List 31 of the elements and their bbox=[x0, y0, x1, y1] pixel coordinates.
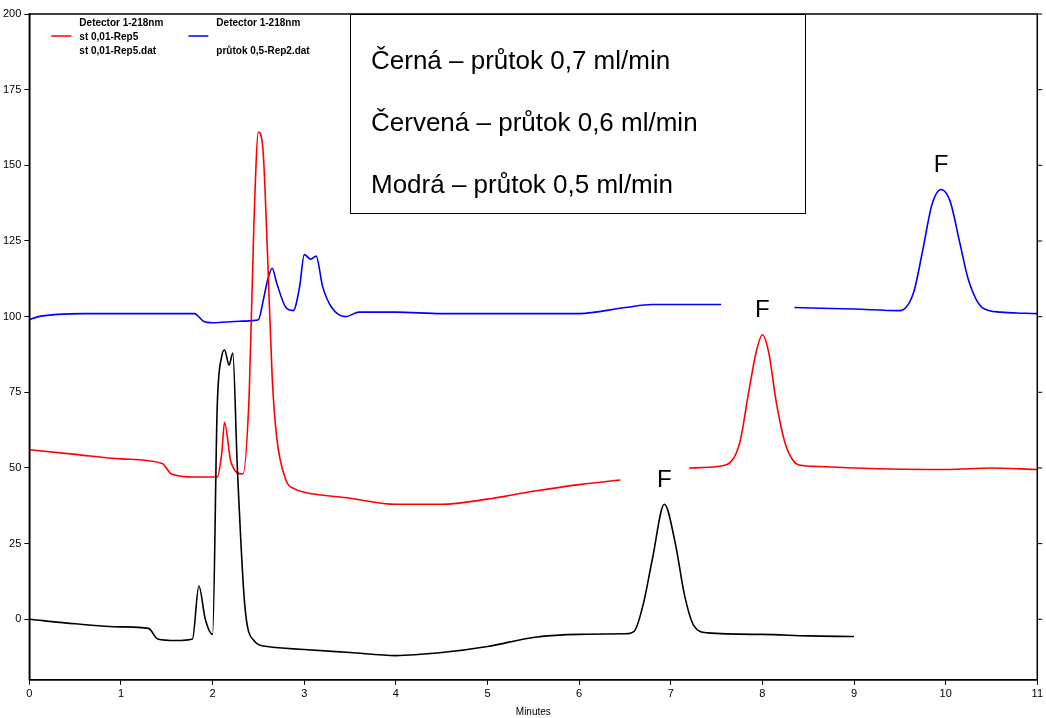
y-tick-label: 125 bbox=[2, 234, 22, 247]
x-tick-label: 7 bbox=[667, 687, 674, 700]
y-tick-label: 200 bbox=[2, 7, 22, 20]
y-tick-label: 75 bbox=[9, 385, 22, 398]
y-tick-label: 175 bbox=[2, 82, 22, 95]
note-box: Černá – průtok 0,7 ml/min Červená – průtok 0,6 ml/min Modrá – průtok 0,5 ml/min bbox=[350, 14, 806, 214]
y-tick-label: 0 bbox=[15, 612, 22, 625]
y-tick-label: 150 bbox=[2, 158, 22, 171]
y-tick-label: 50 bbox=[9, 460, 22, 473]
annotation: Modrá – průtok 0,5 ml/min bbox=[371, 168, 674, 201]
y-tick-label: 100 bbox=[2, 309, 22, 322]
x-tick-label: 9 bbox=[850, 687, 858, 700]
annotation: F bbox=[755, 295, 770, 323]
x-tick-label: 1 bbox=[117, 687, 125, 700]
text: Detector 1-218nm průtok 0,5-Rep2.dat bbox=[216, 16, 310, 56]
x-axis-title: Minutes bbox=[515, 705, 551, 717]
annotation: F bbox=[933, 150, 949, 178]
x-tick-label: 2 bbox=[209, 687, 216, 700]
x-tick-label: 0 bbox=[26, 687, 33, 700]
y-tick-label: 25 bbox=[9, 536, 22, 549]
x-tick-label: 11 bbox=[1031, 687, 1043, 700]
x-tick-label: 10 bbox=[939, 687, 952, 700]
annotation: F bbox=[657, 464, 672, 492]
x-tick-label: 3 bbox=[301, 687, 308, 700]
x-tick-label: 4 bbox=[392, 687, 399, 700]
x-tick-label: 6 bbox=[576, 687, 583, 700]
legend-label: Detector 1-218nm st 0,01-Rep5 st 0,01-Rep5.dat bbox=[79, 16, 164, 56]
annotation: Černá – průtok 0,7 ml/min bbox=[371, 44, 672, 77]
x-tick-label: 8 bbox=[759, 687, 766, 700]
annotation: Červená – průtok 0,6 ml/min bbox=[371, 106, 699, 139]
x-tick-label: 5 bbox=[484, 687, 491, 700]
